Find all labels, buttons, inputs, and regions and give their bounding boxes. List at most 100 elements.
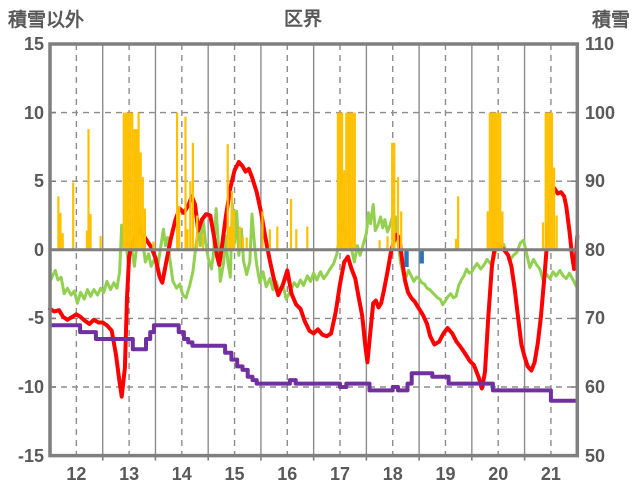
orange-bars-bar [59, 212, 62, 250]
orange-bars-bar [87, 129, 90, 250]
orange-bars-bar [268, 229, 271, 250]
orange-bars-bar [488, 112, 491, 250]
orange-bars-bar [393, 142, 396, 250]
orange-bars-bar [396, 177, 400, 250]
orange-bars-bar [133, 129, 136, 250]
orange-bars-bar [457, 196, 460, 250]
orange-bars-bar [486, 211, 489, 250]
orange-bars-bar [245, 237, 248, 250]
orange-bars-bar [176, 112, 179, 250]
y-right-tick-label: 70 [585, 308, 606, 329]
orange-bars-bar [139, 152, 142, 250]
orange-bars-bar [226, 144, 229, 250]
orange-bars-bar [353, 112, 356, 250]
orange-bars-bar [122, 112, 125, 250]
orange-bars-bar [345, 112, 348, 250]
x-tick-label: 13 [119, 464, 140, 484]
orange-bars-bar [492, 112, 496, 250]
orange-bars-bar [131, 112, 134, 250]
x-tick-label: 12 [66, 464, 87, 484]
orange-bars-bar [347, 112, 350, 250]
orange-bars-bar [391, 142, 394, 250]
x-tick-label: 19 [435, 464, 456, 484]
orange-bars-bar [544, 112, 547, 250]
orange-bars-bar [495, 112, 498, 250]
orange-bars-bar [85, 230, 88, 250]
y-left-tick-label: -5 [27, 308, 44, 329]
y-right-tick-label: 50 [585, 445, 606, 466]
blue-bars-bar [419, 249, 424, 264]
orange-bars-bar [232, 210, 236, 250]
orange-bars-bar [501, 211, 504, 250]
orange-bars-bar [124, 112, 127, 250]
orange-bars-bar [378, 240, 381, 250]
y-left-tick-label: 0 [33, 239, 44, 260]
orange-bars-bar [99, 236, 102, 250]
y-right-tick-label: 110 [585, 34, 615, 54]
orange-bars-bar [57, 196, 60, 250]
y-right-tick-label: 80 [585, 239, 606, 260]
orange-bars-bar [126, 112, 130, 250]
orange-bars-bar [555, 215, 558, 250]
orange-bars-bar [137, 112, 140, 250]
orange-bars-bar [343, 170, 346, 250]
y-right-tick-label: 100 [585, 102, 616, 123]
orange-bars-bar [184, 116, 187, 250]
orange-bars-bar [550, 112, 554, 250]
orange-bars-bar [546, 112, 549, 250]
orange-bars-bar [386, 236, 389, 250]
y-right-tick-label: 90 [585, 171, 606, 192]
y-left-tick-label: 10 [23, 102, 44, 123]
y-left-tick-label: -10 [17, 377, 44, 397]
orange-bars-bar [189, 181, 192, 250]
orange-bars-bar [191, 142, 194, 250]
blue-bars-bar [404, 249, 409, 267]
orange-bars-bar [238, 226, 241, 250]
orange-bars-bar [178, 205, 181, 250]
orange-bars-bar [228, 226, 231, 250]
x-tick-label: 17 [329, 464, 351, 484]
orange-bars-bar [289, 199, 293, 250]
x-tick-label: 21 [540, 464, 561, 484]
orange-bars-bar [499, 112, 502, 250]
orange-bars-bar [135, 129, 138, 250]
orange-bars-bar [497, 112, 500, 250]
orange-bars-bar [89, 214, 92, 250]
y-left-tick-label: 5 [33, 171, 44, 192]
orange-bars-bar [61, 233, 64, 250]
orange-bars-bar [276, 226, 279, 250]
orange-bars-bar [295, 229, 298, 250]
orange-bars-bar [201, 233, 204, 250]
x-tick-label: 15 [224, 464, 245, 484]
orange-bars-bar [548, 112, 551, 250]
y-left-tick-label: 15 [23, 34, 44, 54]
x-tick-label: 20 [488, 464, 509, 484]
orange-bars-bar [341, 112, 344, 250]
right-axis-title: 積雪 [591, 10, 630, 31]
orange-bars-bar [72, 182, 75, 250]
orange-bars-bar [400, 211, 403, 250]
orange-bars-bar [306, 226, 309, 250]
y-left-tick-label: -15 [17, 445, 44, 466]
chart-title: 区界 [283, 9, 322, 30]
orange-bars-bar [141, 177, 144, 250]
orange-bars-bar [230, 190, 233, 250]
orange-bars-bar [186, 229, 189, 250]
x-tick-label: 18 [382, 464, 403, 484]
orange-bars-bar [143, 208, 146, 250]
orange-bars-bar [241, 237, 245, 250]
orange-bars-bar [349, 112, 352, 250]
x-tick-label: 14 [171, 464, 192, 484]
orange-bars-bar [338, 112, 342, 250]
orange-bars-bar [129, 112, 132, 250]
orange-bars-bar [336, 112, 339, 250]
orange-bars-bar [553, 167, 556, 250]
orange-bars-bar [196, 215, 199, 250]
orange-bars-bar [541, 222, 545, 250]
x-tick-label: 16 [277, 464, 298, 484]
purple-step-line [50, 323, 578, 403]
orange-bars-bar [454, 238, 458, 250]
orange-bars-bar [152, 241, 155, 250]
orange-bars-bar [261, 211, 264, 250]
